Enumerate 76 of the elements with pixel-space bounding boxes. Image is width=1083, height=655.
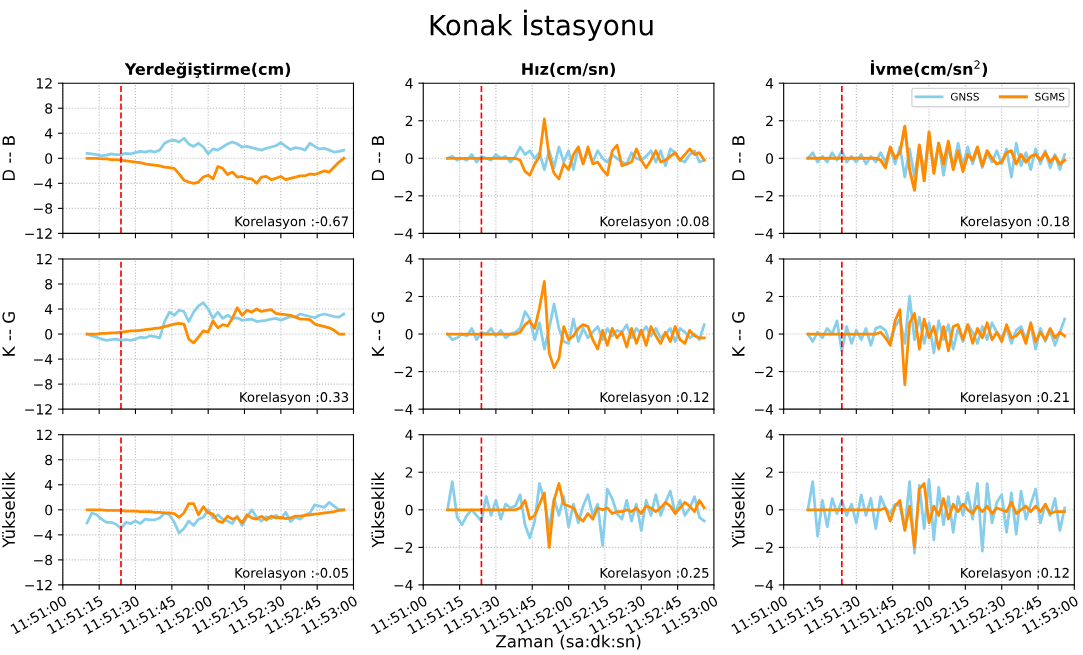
annotation: Korelasyon :0.18: [961, 216, 1070, 229]
chart-title: İvme(cm/sn$^{2}$): [870, 60, 988, 77]
text: Konak İstasyonu: [430, 9, 653, 41]
y-tick-label: −2: [754, 190, 773, 202]
y-tick-label: −2: [394, 542, 413, 553]
y-axis-title: Yükseklik: [731, 471, 745, 548]
y-axis-title: D -- B: [732, 136, 745, 181]
x-axis-title: Zaman (sa:dk:sn): [496, 634, 641, 650]
y-tick-label: 2: [766, 115, 773, 127]
y-tick-label: 4: [44, 128, 53, 139]
y-tick-label: −12: [25, 579, 52, 591]
y-tick-label: 4: [44, 479, 53, 491]
y-tick-label: 0: [45, 504, 53, 516]
y-tick-label: −4: [34, 178, 53, 189]
y-axis-title: K -- G: [371, 312, 385, 356]
y-tick-label: −4: [754, 580, 774, 591]
annotation: Korelasyon :0.33: [240, 391, 349, 405]
y-axis-title: D -- B: [2, 136, 15, 181]
y-tick-label: 0: [766, 329, 774, 340]
annotation: Korelasyon :0.21: [961, 391, 1069, 405]
y-tick-label: −12: [25, 228, 52, 239]
y-tick-label: 4: [44, 304, 53, 315]
y-tick-label: −4: [394, 580, 413, 591]
y-tick-label: 4: [765, 254, 774, 265]
y-tick-label: 12: [36, 78, 52, 89]
y-tick-label: 8: [45, 278, 53, 290]
y-tick-label: 4: [405, 429, 413, 440]
y-tick-label: −2: [754, 542, 773, 553]
y-tick-label: 0: [766, 153, 774, 164]
y-tick-label: 2: [405, 291, 413, 302]
annotation: Korelasyon :0.25: [600, 567, 709, 581]
legend-label: GNSS: [950, 92, 979, 101]
y-tick-label: −4: [394, 404, 413, 415]
y-tick-label: −4: [754, 404, 774, 415]
y-tick-label: −4: [754, 228, 774, 239]
y-tick-label: 2: [766, 467, 773, 478]
y-tick-label: −8: [34, 379, 53, 390]
annotation: Korelasyon :0.12: [961, 567, 1069, 581]
y-tick-label: 8: [45, 103, 53, 114]
y-tick-label: −4: [34, 354, 53, 365]
y-tick-label: 2: [405, 115, 413, 127]
y-axis-title: K -- G: [732, 312, 745, 356]
y-tick-label: 4: [765, 78, 774, 89]
y-tick-label: −2: [394, 366, 413, 377]
y-tick-label: 2: [766, 291, 773, 302]
annotation: Korelasyon :-0.67: [235, 216, 348, 229]
y-tick-label: 0: [405, 504, 413, 516]
y-tick-label: 0: [405, 329, 413, 340]
y-axis-title: K -- G: [2, 312, 15, 356]
y-tick-label: 0: [45, 153, 53, 164]
y-tick-label: −4: [394, 228, 413, 239]
y-tick-label: −2: [394, 190, 413, 202]
y-tick-label: 12: [36, 429, 52, 440]
y-tick-label: 4: [405, 254, 413, 265]
y-tick-label: −4: [34, 529, 53, 541]
y-tick-label: 0: [405, 153, 413, 164]
y-tick-label: 4: [405, 78, 413, 89]
y-tick-label: −12: [25, 404, 52, 415]
y-tick-label: 8: [45, 454, 53, 466]
y-axis-title: Yükseklik: [371, 471, 385, 548]
y-tick-label: 2: [405, 467, 413, 478]
y-tick-label: 4: [765, 429, 774, 440]
y-tick-label: 0: [766, 504, 774, 516]
y-axis-title: D -- B: [371, 136, 385, 181]
chart-title: Hız(cm/sn): [522, 62, 615, 77]
y-tick-label: 12: [36, 253, 52, 265]
annotation: Korelasyon :0.08: [600, 216, 709, 229]
legend-label: SGMS: [1035, 92, 1065, 101]
annotation: Korelasyon :0.12: [600, 391, 709, 405]
y-tick-label: −8: [34, 554, 53, 566]
y-tick-label: −2: [754, 366, 773, 377]
chart-title: Yerdeğiştirme(cm): [124, 62, 291, 79]
y-axis-title: Yükseklik: [2, 471, 15, 548]
y-tick-label: 0: [45, 329, 53, 340]
annotation: Korelasyon :-0.05: [235, 567, 348, 581]
y-tick-label: −8: [34, 203, 53, 214]
